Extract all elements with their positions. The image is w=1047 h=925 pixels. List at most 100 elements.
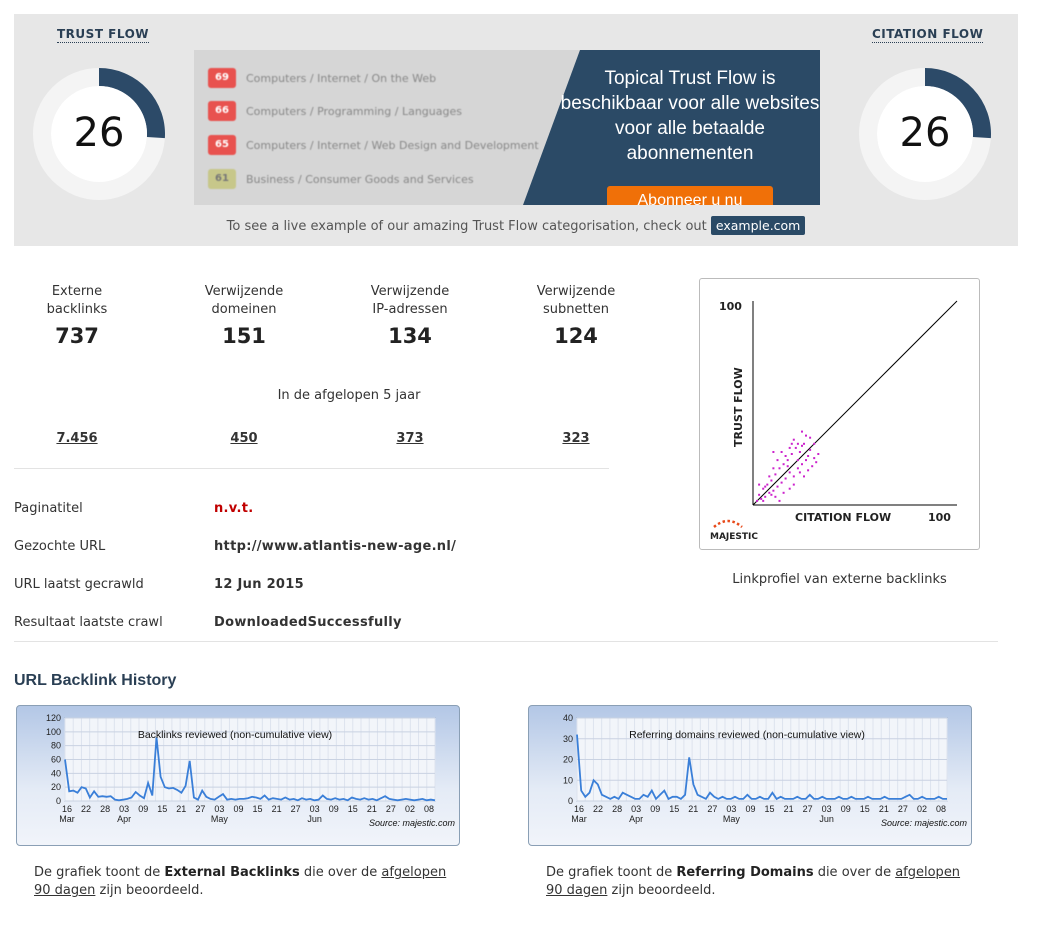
stat-value: 124 — [554, 324, 598, 348]
scatter-point — [798, 451, 801, 453]
x-axis-label: CITATION FLOW — [795, 511, 891, 524]
history-backlinks-link[interactable]: 7.456 — [56, 431, 98, 446]
scatter-point — [782, 491, 785, 494]
scatter-point — [788, 471, 791, 474]
x-tick-label: 15 — [765, 804, 775, 814]
scatter-point — [764, 485, 767, 488]
history-title: URL Backlink History — [14, 672, 177, 689]
x-tick-label: 27 — [898, 804, 908, 814]
stat-label: IP-adressen — [372, 302, 448, 317]
month-label: May — [211, 814, 229, 824]
scatter-point — [805, 434, 807, 437]
scatter-point — [807, 455, 810, 457]
scatter-point — [798, 471, 801, 474]
scatter-point — [792, 483, 795, 486]
scatter-point — [801, 430, 803, 433]
scatter-point — [760, 497, 763, 500]
history-domains-link[interactable]: 450 — [230, 431, 258, 446]
info-label-title: Paginatitel — [14, 501, 83, 516]
scatter-point — [803, 475, 805, 478]
divider — [14, 468, 609, 469]
x-tick-label: 28 — [100, 804, 110, 814]
category-score: 65 — [208, 135, 236, 155]
scatter-point — [778, 467, 781, 470]
y-tick-label: 40 — [51, 768, 61, 778]
x-tick-label: 15 — [669, 804, 679, 814]
scatter-point — [780, 451, 783, 453]
scatter-point — [794, 446, 797, 449]
scatter-point — [801, 463, 803, 466]
caption-text: die over de — [813, 865, 896, 880]
x-tick-label: 27 — [803, 804, 813, 814]
category-score: 61 — [208, 169, 236, 189]
x-tick-label: 09 — [841, 804, 851, 814]
stat-label: domeinen — [211, 302, 277, 317]
scatter-point — [815, 461, 818, 464]
x-tick-label: 22 — [593, 804, 603, 814]
scatter-point — [788, 446, 791, 449]
scatter-point — [809, 436, 812, 439]
subscribe-button[interactable]: Abonneer u nu — [607, 186, 773, 205]
trust-flow-heading: TRUST FLOW — [57, 27, 150, 43]
scatter-point — [788, 487, 791, 490]
scatter-points — [756, 430, 820, 502]
scatter-point — [796, 459, 799, 462]
x-tick-label: 27 — [291, 804, 301, 814]
chart-title: Referring domains reviewed (non-cumulati… — [629, 729, 865, 741]
scatter-point — [807, 469, 810, 472]
y-tick-label: 10 — [563, 775, 573, 785]
x-tick-label: 22 — [81, 804, 91, 814]
trust-flow-gauge — [33, 68, 165, 200]
x-tick-label: 03 — [631, 804, 641, 814]
chart-title: Backlinks reviewed (non-cumulative view) — [138, 729, 332, 741]
info-value-title: n.v.t. — [214, 501, 254, 516]
month-label: Mar — [59, 814, 75, 824]
backlinks-chart-caption: De grafiek toont de External Backlinks d… — [34, 864, 464, 900]
example-link[interactable]: example.com — [710, 216, 806, 235]
caption-link[interactable]: afgelopen 90 dagen — [34, 865, 447, 898]
category-label: Computers / Internet / Web Design and De… — [246, 138, 539, 152]
x-tick-label: 09 — [233, 804, 243, 814]
stat-label: backlinks — [46, 302, 108, 317]
scatter-point — [817, 453, 820, 455]
promo-text: Topical Trust Flow is beschikbaar voor a… — [560, 68, 820, 164]
category-row: 61 Business / Consumer Goods and Service… — [208, 169, 474, 189]
y-tick-label: 60 — [51, 755, 61, 765]
stat-label: Verwijzende — [536, 284, 616, 299]
caption-link[interactable]: afgelopen 90 dagen — [546, 865, 961, 898]
scatter-point — [790, 442, 793, 445]
info-value-crawled: 12 Jun 2015 — [214, 577, 304, 592]
category-row: 65 Computers / Internet / Web Design and… — [208, 135, 539, 155]
y-tick-label: 0 — [568, 796, 573, 806]
scatter-point — [813, 457, 816, 460]
x-tick-label: 21 — [784, 804, 794, 814]
scatter-point — [758, 493, 761, 496]
info-value-result: DownloadedSuccessfully — [214, 615, 402, 630]
scatter-point — [792, 475, 795, 478]
scatter-point — [792, 438, 795, 441]
majestic-logo: MAJESTIC — [710, 519, 758, 542]
citation-flow-heading: CITATION FLOW — [872, 27, 984, 43]
x-max-label: 100 — [928, 511, 951, 524]
scatter-point — [801, 444, 803, 447]
x-tick-label: 27 — [386, 804, 396, 814]
x-tick-label: 15 — [860, 804, 870, 814]
scatter-point — [803, 442, 805, 445]
stat-referring-subnets: Verwijzende subnetten 124 — [506, 283, 646, 348]
scatter-point — [778, 499, 781, 502]
x-tick-label: 03 — [310, 804, 320, 814]
scatter-point — [772, 451, 775, 453]
category-score: 69 — [208, 68, 236, 88]
category-label: Computers / Internet / On the Web — [246, 71, 437, 85]
caption-text: zijn beoordeeld. — [607, 883, 716, 898]
history-subnets-link[interactable]: 323 — [562, 431, 590, 446]
history-ips-link[interactable]: 373 — [396, 431, 424, 446]
x-tick-label: 03 — [726, 804, 736, 814]
scatter-point — [772, 489, 775, 492]
month-label: Jun — [819, 814, 834, 824]
scatter-point — [784, 455, 787, 457]
x-tick-label: 03 — [214, 804, 224, 814]
caption-text: zijn beoordeeld. — [95, 883, 204, 898]
scatter-point — [764, 495, 767, 498]
scatter-point — [774, 495, 777, 498]
